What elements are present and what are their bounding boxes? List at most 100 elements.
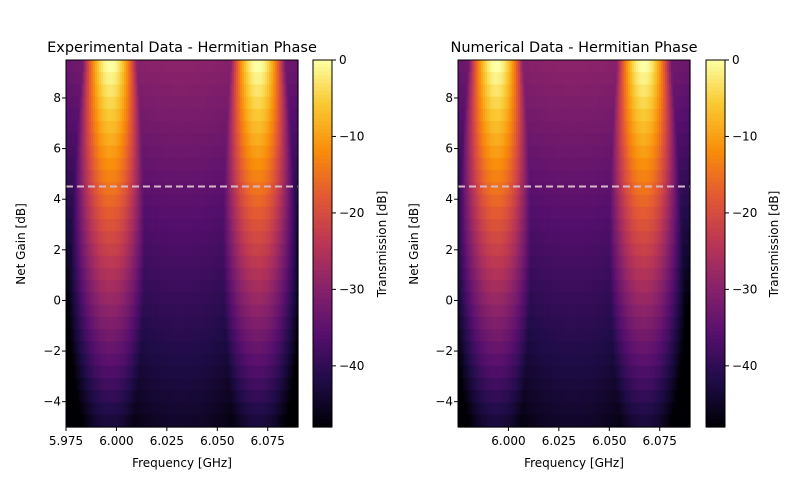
heatmap-cell	[125, 316, 129, 330]
heatmap-cell	[193, 316, 197, 330]
heatmap-cell	[120, 316, 123, 330]
heatmap-cell	[129, 255, 133, 269]
heatmap-cell	[606, 108, 610, 122]
heatmap-cell	[610, 133, 614, 147]
heatmap-cell	[290, 304, 293, 318]
heatmap-cell	[296, 243, 299, 257]
heatmap-cell	[668, 133, 672, 147]
heatmap-cell	[147, 316, 150, 330]
heatmap-cell	[290, 353, 293, 367]
heatmap-cell	[170, 378, 173, 391]
heatmap-cell	[77, 108, 81, 122]
heatmap-cell	[162, 231, 166, 245]
heatmap-cell	[570, 84, 573, 98]
heatmap-cell	[160, 292, 164, 306]
heatmap-cell	[257, 304, 260, 318]
heatmap-cell	[269, 60, 272, 73]
heatmap-cell	[230, 243, 233, 257]
heatmap-cell	[624, 72, 627, 86]
heatmap-cell	[112, 60, 115, 73]
heatmap-cell	[191, 219, 195, 232]
heatmap-cell	[633, 157, 637, 171]
heatmap-cell	[205, 255, 208, 269]
heatmap-cell	[135, 280, 139, 294]
heatmap-cell	[641, 96, 645, 110]
heatmap-cell	[189, 304, 193, 318]
heatmap-cell	[680, 133, 683, 147]
heatmap-cell	[199, 72, 202, 86]
heatmap-cell	[168, 96, 171, 110]
heatmap-cell	[127, 157, 131, 171]
heatmap-cell	[193, 414, 197, 428]
heatmap-cell	[296, 182, 299, 196]
heatmap-cell	[176, 182, 179, 196]
heatmap-cell	[143, 243, 146, 257]
heatmap-cell	[160, 108, 164, 122]
heatmap-cell	[651, 60, 654, 73]
heatmap-cell	[657, 108, 660, 122]
heatmap-cell	[67, 243, 71, 257]
heatmap-cell	[153, 304, 156, 318]
heatmap-cell	[89, 108, 92, 122]
heatmap-cell	[66, 170, 69, 183]
heatmap-cell	[120, 280, 123, 294]
heatmap-cell	[481, 60, 484, 73]
heatmap-cell	[674, 133, 678, 147]
heatmap-cell	[288, 145, 291, 159]
heatmap-cell	[93, 280, 96, 294]
heatmap-cell	[659, 133, 662, 147]
heatmap-cell	[512, 72, 515, 86]
heatmap-cell	[178, 84, 181, 98]
heatmap-cell	[106, 414, 110, 428]
heatmap-cell	[110, 402, 113, 416]
heatmap-cell	[535, 84, 538, 98]
heatmap-cell	[603, 121, 606, 134]
heatmap-cell	[151, 182, 154, 196]
heatmap-cell	[170, 316, 173, 330]
heatmap-cell	[282, 182, 286, 196]
heatmap-cell	[666, 170, 670, 183]
heatmap-cell	[529, 72, 533, 86]
heatmap-cell	[168, 182, 171, 196]
heatmap-cell	[265, 133, 268, 147]
heatmap-cell	[164, 365, 168, 379]
heatmap-cell	[214, 390, 218, 404]
y-tick-label: 4	[53, 192, 61, 206]
heatmap-cell	[562, 84, 565, 98]
heatmap-cell	[535, 182, 538, 196]
heatmap-cell	[95, 365, 98, 379]
heatmap-cell	[112, 96, 115, 110]
heatmap-cell	[226, 280, 229, 294]
heatmap-cell	[649, 60, 652, 73]
heatmap-cell	[149, 243, 152, 257]
heatmap-cell	[575, 60, 579, 73]
heatmap-cell	[106, 341, 110, 355]
heatmap-cell	[272, 133, 276, 147]
heatmap-cell	[240, 219, 243, 232]
heatmap-cell	[241, 219, 245, 232]
heatmap-cell	[251, 255, 255, 269]
heatmap-cell	[108, 145, 112, 159]
heatmap-cell	[477, 157, 480, 171]
heatmap-cell	[498, 72, 502, 86]
heatmap-cell	[257, 231, 260, 245]
heatmap-cell	[145, 378, 148, 391]
heatmap-cell	[137, 72, 141, 86]
colorbar-segment	[313, 289, 332, 294]
heatmap-cell	[270, 378, 274, 391]
heatmap-cell	[595, 60, 598, 73]
heatmap-cell	[579, 157, 583, 171]
heatmap-cell	[89, 121, 92, 134]
heatmap-cell	[232, 145, 235, 159]
heatmap-cell	[270, 316, 274, 330]
heatmap-cell	[87, 145, 90, 159]
heatmap-cell	[230, 182, 233, 196]
heatmap-cell	[267, 121, 270, 134]
heatmap-cell	[201, 231, 204, 245]
heatmap-cell	[131, 84, 135, 98]
heatmap-cell	[653, 108, 656, 122]
heatmap-cell	[156, 316, 160, 330]
heatmap-cell	[176, 121, 179, 134]
heatmap-cell	[548, 182, 552, 196]
heatmap-cell	[276, 316, 280, 330]
